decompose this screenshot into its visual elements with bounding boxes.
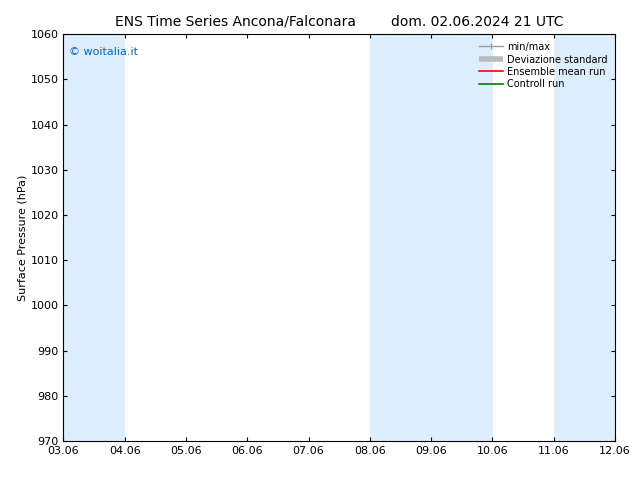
- Text: © woitalia.it: © woitalia.it: [69, 47, 138, 56]
- Legend: min/max, Deviazione standard, Ensemble mean run, Controll run: min/max, Deviazione standard, Ensemble m…: [476, 39, 610, 92]
- Title: ENS Time Series Ancona/Falconara        dom. 02.06.2024 21 UTC: ENS Time Series Ancona/Falconara dom. 02…: [115, 15, 564, 29]
- Y-axis label: Surface Pressure (hPa): Surface Pressure (hPa): [18, 174, 28, 301]
- Bar: [553, 34, 615, 441]
- Bar: [63, 34, 125, 441]
- Bar: [370, 34, 493, 441]
